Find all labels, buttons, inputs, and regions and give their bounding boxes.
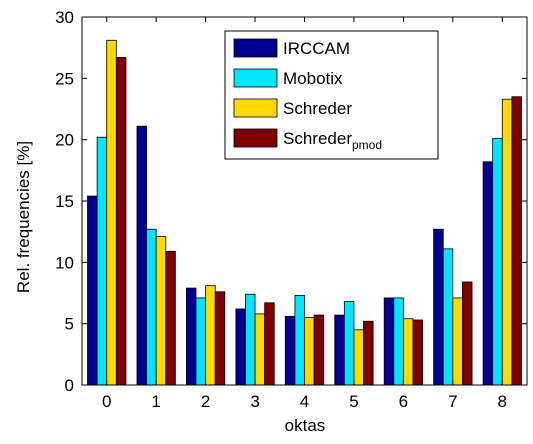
- legend-swatch-2: [233, 68, 278, 88]
- bar-1-2: [186, 287, 197, 386]
- y-tick-label: 5: [65, 315, 74, 334]
- legend-swatch-3: [233, 98, 278, 118]
- x-axis-label: oktas: [285, 416, 326, 435]
- bar-4-8: [511, 96, 522, 386]
- bar-3-6: [402, 318, 414, 386]
- bar-3-0: [106, 39, 117, 386]
- legend-label-2: Mobotix: [283, 69, 343, 88]
- y-tick-label: 0: [65, 376, 74, 395]
- x-tick-label: 8: [498, 392, 507, 411]
- bar-4-2: [214, 291, 226, 386]
- x-tick-label: 1: [151, 392, 160, 411]
- x-tick-label: 6: [399, 392, 408, 411]
- x-tick-label: 7: [448, 392, 457, 411]
- bar-3-3: [254, 313, 266, 386]
- x-tick-label: 2: [201, 392, 210, 411]
- bar-2-1: [146, 228, 157, 386]
- axes-layer: 0 5 10 15 20 25 30 0 1 2 3 4 5 6 7 8: [55, 8, 528, 411]
- legend-swatch-1: [233, 38, 278, 58]
- bar-1-7: [433, 228, 444, 386]
- legend-label-1: IRCCAM: [283, 39, 350, 58]
- bar-2-6: [393, 297, 404, 386]
- bar-2-0: [96, 136, 108, 386]
- y-axis-label: Rel. frequencies [%]: [14, 141, 33, 293]
- bar-4-4: [313, 314, 325, 386]
- x-tick-label: 3: [250, 392, 259, 411]
- y-tick-label: 25: [55, 69, 74, 88]
- bar-1-0: [87, 195, 98, 386]
- bar-2-8: [492, 138, 503, 386]
- bar-3-2: [205, 285, 216, 386]
- bar-2-4: [294, 295, 305, 386]
- bar-4-0: [115, 57, 127, 386]
- bar-4-7: [462, 281, 473, 386]
- bar-1-4: [284, 315, 296, 386]
- bar-4-1: [165, 250, 176, 386]
- bar-1-3: [235, 308, 246, 386]
- y-tick-label: 15: [55, 192, 74, 211]
- y-tick-label: 10: [55, 253, 74, 272]
- bar-2-5: [343, 301, 355, 386]
- bar-4-5: [363, 320, 374, 386]
- x-tick-label: 4: [300, 392, 309, 411]
- legend-label-3: Schreder: [283, 99, 352, 118]
- x-tick-label: 5: [349, 392, 358, 411]
- bar-1-5: [334, 314, 345, 386]
- legend-swatch-4: [233, 128, 278, 148]
- bar-2-7: [442, 248, 454, 386]
- y-tick-label: 20: [55, 131, 74, 150]
- bar-1-6: [383, 297, 395, 386]
- x-tick-label: 0: [102, 392, 111, 411]
- bar-1-8: [482, 161, 494, 386]
- bar-3-5: [353, 329, 364, 386]
- legend-label-subscript: pmod: [352, 138, 382, 152]
- bar-1-1: [136, 125, 147, 386]
- y-tick-label: 30: [55, 8, 74, 27]
- bar-2-2: [195, 297, 207, 386]
- bar-4-3: [264, 302, 275, 386]
- bar-3-1: [155, 236, 167, 386]
- bar-2-3: [245, 293, 256, 386]
- bar-3-8: [501, 98, 513, 386]
- bar-3-7: [452, 297, 463, 386]
- bar-3-4: [304, 317, 315, 386]
- bar-4-6: [412, 319, 423, 386]
